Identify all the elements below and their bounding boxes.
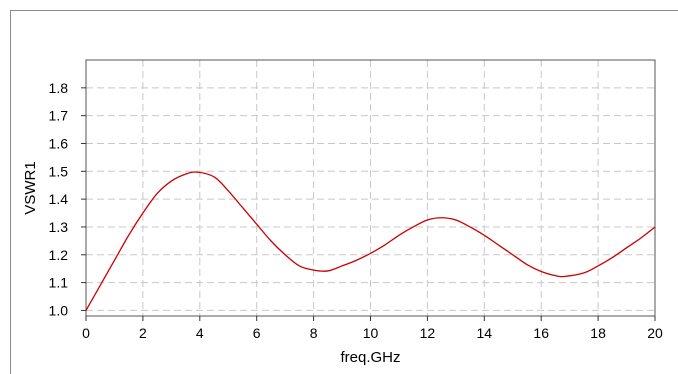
y-tick-label: 1.4 [49,191,69,207]
grid-layer [86,60,655,316]
x-tick-label: 10 [363,325,379,341]
x-tick-label: 4 [196,325,204,341]
x-tick-label: 8 [310,325,318,341]
tick-labels: 0 2 4 6 8 10 12 14 16 18 20 1.0 1.1 1.2 1.3 1.4 1.5 1.6 1.… [49,80,663,341]
x-tick-label: 6 [253,325,261,341]
y-tick-label: 1.5 [49,163,69,179]
y-tick-label: 1.1 [49,275,69,291]
x-tick-label: 0 [82,325,90,341]
x-tick-label: 14 [477,325,493,341]
y-tick-label: 1.0 [49,302,69,318]
x-axis-title: freq.GHz [340,349,400,366]
x-tick-label: 20 [647,325,663,341]
tick-marks [81,87,656,321]
series-layer [85,171,656,311]
y-tick-label: 1.2 [49,247,69,263]
vswr1-series-line [85,171,656,311]
x-tick-label: 18 [590,325,606,341]
x-tick-label: 12 [420,325,436,341]
y-tick-label: 1.8 [49,80,69,96]
x-tick-label: 16 [533,325,549,341]
y-tick-label: 1.7 [49,108,69,124]
y-axis-title: VSWR1 [22,161,39,214]
y-tick-label: 1.6 [49,135,69,151]
x-tick-label: 2 [139,325,147,341]
y-tick-label: 1.3 [49,219,69,235]
chart-frame [10,10,678,374]
